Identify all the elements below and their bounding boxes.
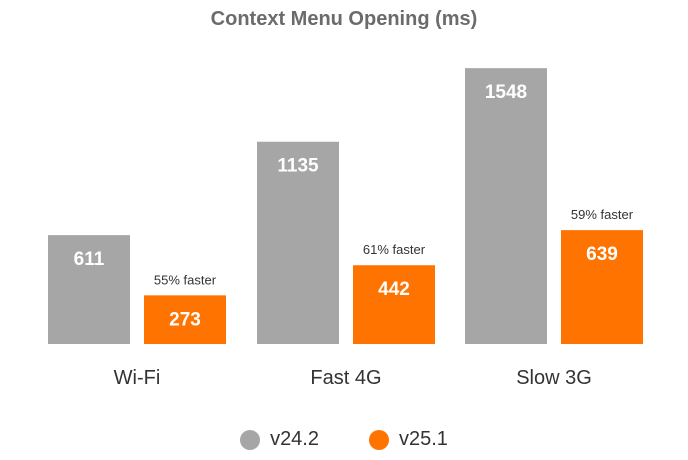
bar-v25-1-slow-3g [561,230,643,344]
bar-v24-2-fast-4g [257,141,339,344]
legend: v24.2 v25.1 [0,428,688,451]
bar-v25-1-wi-fi [144,295,226,344]
bar-value-label: 639 [586,244,618,265]
bar-value-label: 611 [74,249,105,270]
legend-item-v25-1[interactable]: v25.1 [369,428,448,451]
bar-value-label: 442 [378,279,410,300]
faster-annotation: 55% faster [154,272,217,287]
bar-v24-2-slow-3g [465,68,547,345]
category-label: Slow 3G [516,367,592,389]
bar-value-label: 273 [169,309,201,330]
category-label: Wi-Fi [114,367,161,389]
chart-plot: 611 273 55% faster Wi-Fi 1135 442 61% faster Fa… [48,68,643,389]
bar-v25-1-fast-4g [353,265,435,344]
bar-value-label: 1135 [277,156,319,177]
bar-value-label: 1548 [485,82,527,103]
legend-label-v25-1: v25.1 [399,428,448,450]
legend-swatch-v25-1 [369,429,389,450]
faster-annotation: 61% faster [363,242,426,257]
legend-item-v24-2[interactable]: v24.2 [240,428,319,451]
category-label: Fast 4G [310,367,381,389]
chart-title: Context Menu Opening (ms) [210,8,478,30]
bar-v24-2-wi-fi [48,235,130,344]
faster-annotation: 59% faster [571,207,634,222]
legend-label-v24-2: v24.2 [270,428,319,450]
legend-swatch-v24-2 [240,429,261,450]
